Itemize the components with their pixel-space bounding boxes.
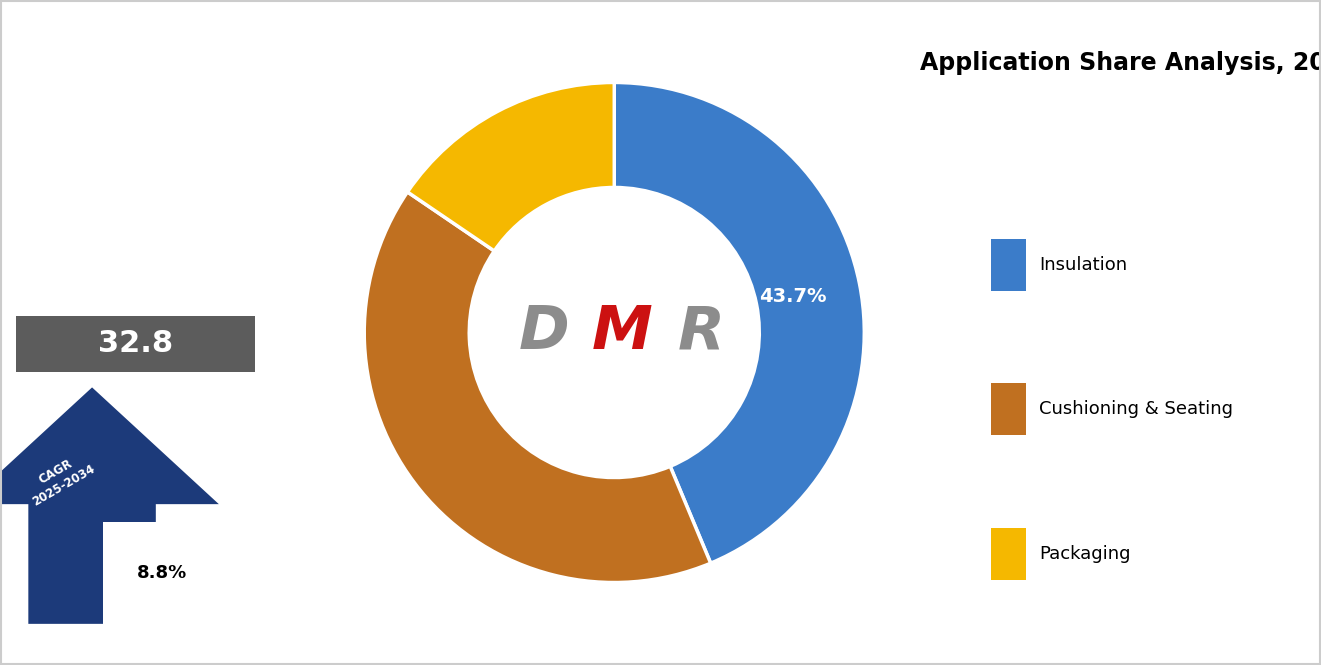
Text: Dimension: Dimension [57, 47, 214, 73]
Polygon shape [0, 386, 222, 625]
Text: 8.8%: 8.8% [137, 564, 188, 583]
FancyBboxPatch shape [103, 522, 222, 625]
Text: 43.7%: 43.7% [760, 287, 827, 306]
Text: R: R [678, 303, 725, 362]
Text: Packaging: Packaging [1040, 545, 1131, 563]
Wedge shape [614, 82, 864, 563]
Text: Application Share Analysis, 2025: Application Share Analysis, 2025 [921, 51, 1321, 74]
Text: Cushioning & Seating: Cushioning & Seating [1040, 400, 1234, 418]
Text: M: M [592, 303, 653, 362]
Text: Research: Research [67, 160, 203, 186]
Text: 32.8: 32.8 [98, 329, 173, 358]
FancyBboxPatch shape [991, 528, 1026, 580]
Text: Insulation: Insulation [1040, 255, 1127, 274]
FancyBboxPatch shape [991, 383, 1026, 436]
FancyBboxPatch shape [991, 239, 1026, 291]
Text: Market: Market [83, 103, 188, 130]
Text: D: D [519, 303, 569, 362]
Wedge shape [365, 192, 711, 583]
Text: CAGR
2025-2034: CAGR 2025-2034 [22, 449, 98, 509]
FancyBboxPatch shape [16, 316, 255, 372]
Text: Global Polyurethane
Foam Machines
Market Size
(USD Billion), 2025: Global Polyurethane Foam Machines Market… [52, 237, 219, 315]
Wedge shape [407, 82, 614, 251]
